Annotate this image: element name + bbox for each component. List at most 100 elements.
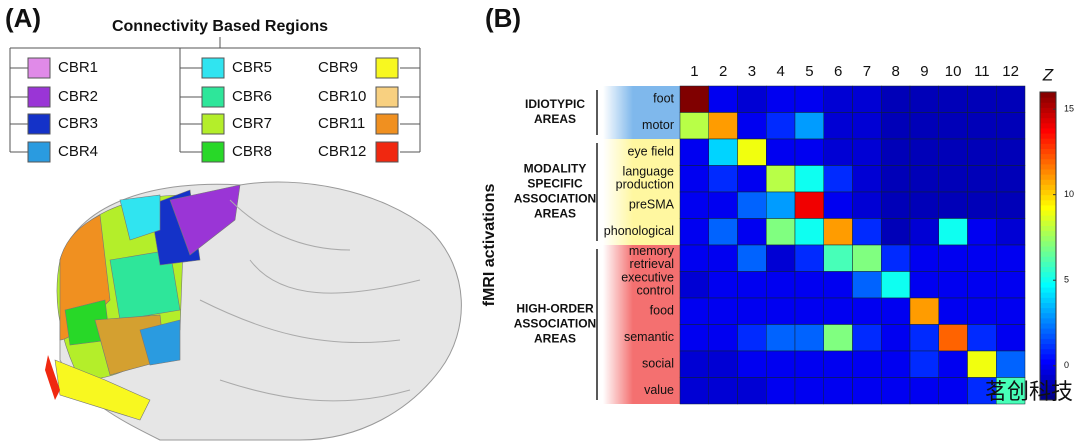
heatmap-cell <box>967 350 997 378</box>
legend-label: CBR10 <box>318 88 366 105</box>
colorbar-segment <box>1040 230 1056 237</box>
colorbar-frame <box>1039 91 1057 401</box>
heatmap-cell <box>938 165 968 193</box>
group-label: ASSOCIATION <box>514 317 596 331</box>
heatmap-cell <box>737 350 767 378</box>
colorbar-segment <box>1040 287 1056 293</box>
legend-tree <box>9 37 421 153</box>
colorbar-segment <box>1040 92 1056 98</box>
heatmap-cell <box>881 271 911 299</box>
colorbar-segment <box>1040 338 1056 345</box>
y-tick-label: eye field <box>627 145 674 159</box>
heatmap-cell <box>823 350 853 378</box>
colorbar-segment <box>1040 343 1056 350</box>
heatmap-cell <box>823 138 853 166</box>
heatmap-cell <box>766 191 796 219</box>
colorbar-segment <box>1040 394 1056 401</box>
colorbar-segment <box>1040 225 1056 232</box>
legend-swatch <box>375 57 399 79</box>
heatmap-cell <box>881 297 911 325</box>
panel-label: (A) <box>5 3 41 33</box>
heatmap-cell <box>881 350 911 378</box>
y-tick-label: value <box>644 383 674 397</box>
heatmap-cell <box>766 271 796 299</box>
heatmap-cell <box>794 377 824 405</box>
colorbar-segment <box>1040 297 1056 303</box>
heatmap-cell <box>794 138 824 166</box>
x-tick-label: 3 <box>748 63 756 80</box>
colorbar-segment <box>1040 317 1056 324</box>
group-band-fade <box>603 86 633 139</box>
y-tick-label: executive <box>621 271 674 285</box>
heatmap-cell <box>708 112 738 140</box>
y-tick-label: phonological <box>604 224 674 238</box>
heatmap-cell <box>823 112 853 140</box>
heatmap-cell <box>794 244 824 272</box>
colorbar-segment <box>1040 169 1056 175</box>
x-tick-label: 7 <box>863 63 871 80</box>
heatmap-cell <box>852 324 882 352</box>
heatmap-cell <box>881 324 911 352</box>
group-label: HIGH-ORDER <box>516 302 594 316</box>
heatmap-cell <box>679 191 709 219</box>
heatmap-cell <box>737 138 767 166</box>
heatmap-cell <box>708 191 738 219</box>
heatmap-cell <box>938 244 968 272</box>
heatmap-cell <box>909 112 939 140</box>
colorbar-segment <box>1040 271 1056 278</box>
group-label: SPECIFIC <box>527 177 583 191</box>
heatmap-cell <box>766 218 796 246</box>
heatmap-cell <box>938 297 968 325</box>
heatmap-cell <box>766 244 796 272</box>
colorbar-segment <box>1040 97 1056 103</box>
colorbar-segment <box>1040 281 1056 288</box>
colorbar-segment <box>1040 261 1056 268</box>
colorbar-segment <box>1040 240 1056 247</box>
heatmap-cell <box>938 112 968 140</box>
y-tick-label: food <box>650 304 674 318</box>
legend-label: CBR1 <box>58 59 98 76</box>
legend-swatch <box>201 86 225 108</box>
heatmap-cell <box>708 165 738 193</box>
heatmap-cell <box>794 112 824 140</box>
heatmap-cell <box>679 377 709 405</box>
heatmap-cell <box>737 377 767 405</box>
y-tick-label: preSMA <box>629 198 675 212</box>
y-tick-label: social <box>642 357 674 371</box>
colorbar-segment <box>1040 112 1056 119</box>
heatmap-cell <box>996 297 1026 325</box>
heatmap-cell <box>996 218 1026 246</box>
colorbar-segment <box>1040 163 1056 170</box>
heatmap-cell <box>737 218 767 246</box>
heatmap-cell <box>737 324 767 352</box>
heatmap-cell <box>766 324 796 352</box>
heatmap-cell <box>909 297 939 325</box>
brain-image <box>45 181 462 441</box>
colorbar-segment <box>1040 302 1056 309</box>
colorbar-segment <box>1040 369 1056 375</box>
colorbar-segment <box>1040 333 1056 339</box>
x-tick-label: 10 <box>945 63 962 80</box>
heatmap-cell <box>881 85 911 113</box>
heatmap-cell <box>679 138 709 166</box>
x-tick-label: 8 <box>891 63 899 80</box>
legend-swatch <box>201 141 225 163</box>
y-tick-label: semantic <box>624 330 674 344</box>
heatmap-cell <box>852 377 882 405</box>
heatmap-cell <box>708 85 738 113</box>
heatmap-cell <box>679 350 709 378</box>
heatmap-cell <box>708 271 738 299</box>
group-label: AREAS <box>534 332 576 346</box>
heatmap-cell <box>708 377 738 405</box>
colorbar-segment <box>1040 204 1056 211</box>
heatmap-cell <box>967 165 997 193</box>
legend-label: CBR4 <box>58 143 98 160</box>
group-band-fade <box>603 245 633 404</box>
heatmap-cell <box>852 85 882 113</box>
colorbar-segment <box>1040 379 1056 386</box>
heatmap-cell <box>881 112 911 140</box>
heatmap-cell <box>967 297 997 325</box>
heatmap-cell <box>881 165 911 193</box>
colorbar-segment <box>1040 374 1056 380</box>
